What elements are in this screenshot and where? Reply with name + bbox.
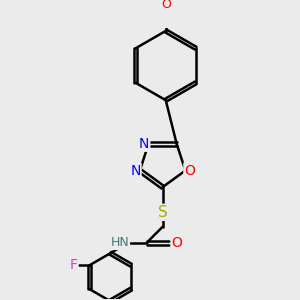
- Text: F: F: [69, 258, 77, 272]
- Text: N: N: [130, 164, 141, 178]
- Text: N: N: [139, 137, 149, 151]
- Text: O: O: [184, 164, 195, 178]
- Text: O: O: [172, 236, 182, 250]
- Text: O: O: [161, 0, 171, 11]
- Text: HN: HN: [110, 236, 129, 249]
- Text: S: S: [158, 205, 167, 220]
